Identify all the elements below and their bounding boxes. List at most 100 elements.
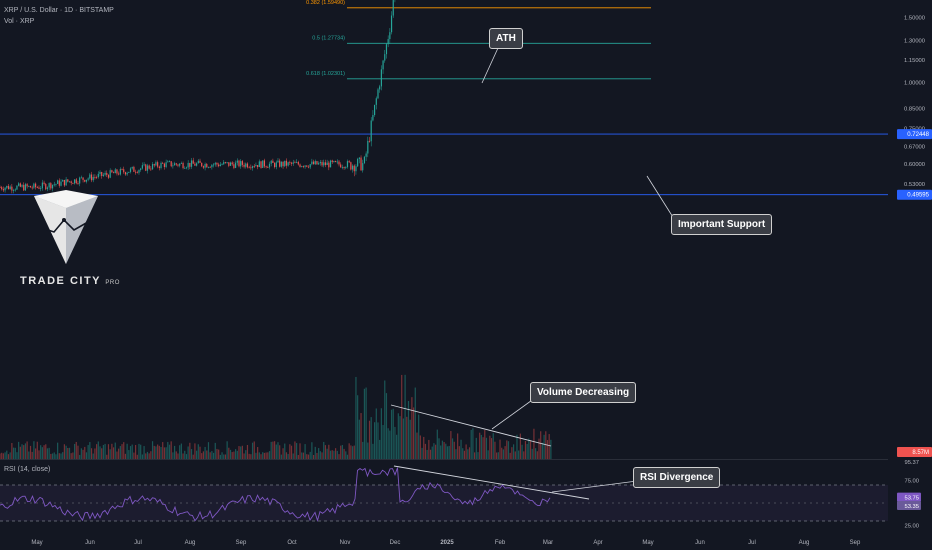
candle-body: [153, 164, 155, 166]
volume-bar: [370, 417, 372, 459]
candle-body: [175, 163, 177, 165]
volume-bar: [224, 454, 227, 459]
volume-bar: [26, 441, 28, 459]
price-label-badge: [897, 447, 932, 457]
candle-body: [36, 187, 38, 188]
volume-bar: [462, 448, 464, 459]
candle-body: [177, 164, 179, 166]
volume-bar: [412, 407, 415, 459]
volume-bar: [289, 444, 291, 459]
volume-bar: [248, 453, 250, 459]
candle-body: [121, 168, 123, 170]
candle-body: [309, 164, 311, 168]
volume-bar: [129, 446, 132, 459]
volume-bar: [280, 454, 282, 459]
volume-bar: [243, 453, 245, 459]
volume-bar: [14, 447, 16, 459]
volume-bar: [404, 374, 406, 459]
candle-body: [319, 162, 321, 164]
candle-body: [89, 174, 91, 179]
candle-body: [268, 163, 271, 168]
volume-bar: [226, 441, 228, 459]
volume-bar: [51, 453, 54, 459]
candle-body: [340, 164, 342, 168]
volume-bar: [421, 447, 423, 459]
volume-bar: [531, 448, 533, 459]
volume-bar: [516, 434, 518, 459]
candle-body: [143, 164, 145, 166]
candle-body: [155, 162, 157, 166]
volume-bar: [414, 387, 416, 459]
candle-body: [265, 166, 267, 168]
candle-body: [96, 177, 98, 178]
candle-body: [277, 160, 279, 163]
candle-body: [145, 164, 147, 171]
volume-decreasing-callout[interactable]: Volume Decreasing: [530, 382, 637, 403]
volume-bar: [57, 442, 59, 459]
time-axis-tick: Apr: [593, 540, 602, 546]
volume-bar: [489, 435, 491, 459]
volume-bar: [62, 452, 64, 459]
candle-body: [351, 165, 354, 170]
price-axis-tick: 0.85000: [904, 107, 925, 113]
volume-bar: [357, 395, 359, 459]
volume-bar: [460, 439, 462, 459]
volume-bar: [163, 447, 166, 459]
volume-bar: [67, 448, 69, 459]
candle-body: [141, 165, 143, 169]
volume-bar: [409, 419, 411, 459]
volume-bar: [206, 450, 208, 459]
candle-body: [262, 160, 264, 168]
pane-separator: [0, 459, 888, 460]
volume-bar: [34, 448, 37, 459]
candle-body: [307, 166, 310, 168]
volume-bar: [431, 446, 433, 459]
volume-bar: [99, 446, 101, 459]
volume-trendline: [390, 404, 552, 447]
volume-bar: [385, 393, 388, 459]
candle-body: [390, 15, 393, 33]
price-axis-tick: 1.15000: [904, 58, 925, 64]
volume-bar: [50, 453, 52, 459]
volume-bar: [16, 452, 18, 459]
candle-body: [24, 184, 27, 191]
volume-bar: [536, 451, 538, 459]
volume-bar: [355, 376, 357, 459]
volume-bar: [402, 418, 405, 459]
candle-body: [211, 164, 213, 168]
volume-bar: [21, 444, 23, 459]
volume-group: [0, 374, 552, 459]
volume-bar: [138, 443, 140, 459]
volume-bar: [245, 450, 247, 459]
time-axis-tick: Dec: [390, 540, 401, 546]
volume-bar: [406, 416, 408, 459]
candle-body: [184, 168, 186, 169]
volume-bar: [546, 440, 549, 459]
candle-body: [214, 162, 216, 165]
candle-body: [196, 163, 198, 166]
volume-bar: [196, 450, 198, 459]
volume-bar: [46, 448, 49, 459]
candle-body: [79, 177, 81, 184]
time-axis-tick: Sep: [850, 540, 861, 546]
volume-bar: [23, 445, 25, 459]
candle-body: [135, 171, 137, 173]
candle-body: [104, 172, 106, 175]
volume-bar: [492, 433, 494, 459]
candle-body: [109, 170, 111, 178]
volume-bar: [446, 446, 449, 459]
volume-bar: [60, 453, 62, 459]
volume-bar: [287, 453, 289, 459]
important-support-callout[interactable]: Important Support: [671, 214, 773, 235]
rsi-value-badge: [897, 500, 921, 510]
volume-bar: [277, 442, 279, 459]
candle-body: [2, 189, 4, 191]
volume-bar: [12, 447, 15, 459]
volume-bar: [119, 446, 121, 459]
rsi-divergence-callout[interactable]: RSI Divergence: [633, 467, 721, 488]
ath-callout[interactable]: ATH: [489, 28, 523, 49]
fib-level-label: 0.382 (1.59490): [306, 0, 345, 6]
logo-name: TRADE CITY: [20, 275, 101, 287]
